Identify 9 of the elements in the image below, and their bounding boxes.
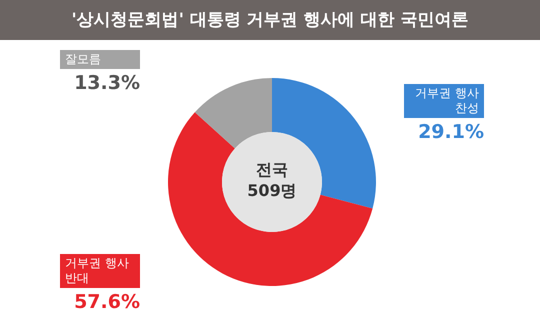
- text: 509명: [246, 181, 298, 202]
- data-label: 13.3%: [73, 72, 140, 94]
- chart-title: '상시청문회법' 대통령 거부권 행사에 대한 국민여론: [0, 0, 540, 40]
- data-label: 57.6%: [73, 291, 140, 314]
- text: 전국: [255, 160, 289, 181]
- data-label: 29.1%: [417, 121, 484, 144]
- slice-label: 거부권 행사 반대: [60, 254, 140, 288]
- slice-label: 잘모름: [60, 50, 140, 69]
- slice-label: 거부권 행사 찬성: [404, 84, 484, 118]
